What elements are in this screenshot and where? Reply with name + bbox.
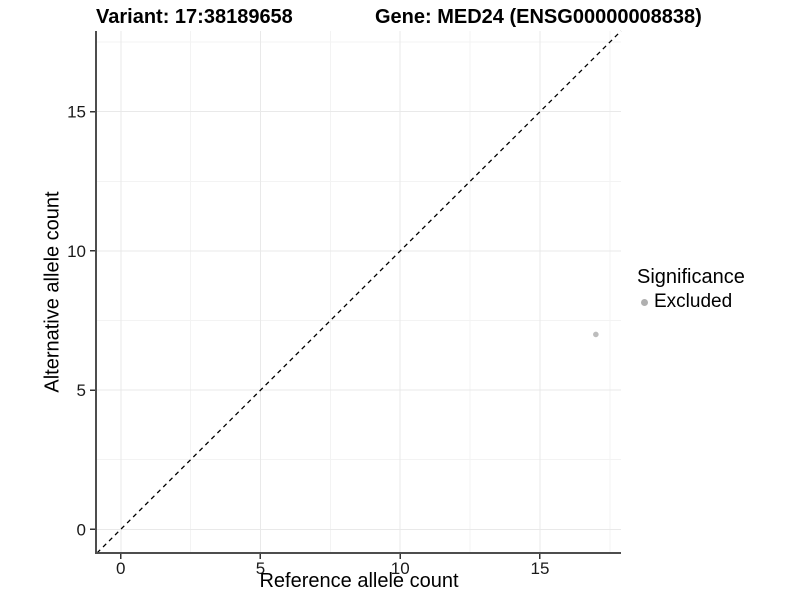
legend-item-excluded: Excluded (637, 291, 745, 313)
identity-dashed-line (96, 30, 622, 554)
data-point (593, 331, 599, 338)
y-tick-label: 10 (67, 242, 86, 261)
x-tick-label: 15 (530, 559, 549, 578)
x-tick-label: 10 (391, 559, 410, 578)
variant-title: Variant: 17:38189658 (96, 6, 293, 28)
x-tick-label: 5 (256, 559, 265, 578)
legend-item-label: Excluded (654, 291, 733, 312)
y-tick-label: 5 (77, 381, 86, 400)
y-tick-label: 15 (67, 103, 86, 122)
legend-point-icon (641, 298, 648, 306)
x-tick-label: 0 (116, 559, 125, 578)
y-tick-label: 0 (77, 520, 86, 539)
gene-title: Gene: MED24 (ENSG00000008838) (375, 6, 702, 28)
legend-title: Significance (637, 266, 745, 288)
x-axis-label: Reference allele count (259, 570, 459, 592)
legend: Significance Excluded (637, 266, 745, 313)
y-axis-label: Alternative allele count (41, 191, 64, 393)
